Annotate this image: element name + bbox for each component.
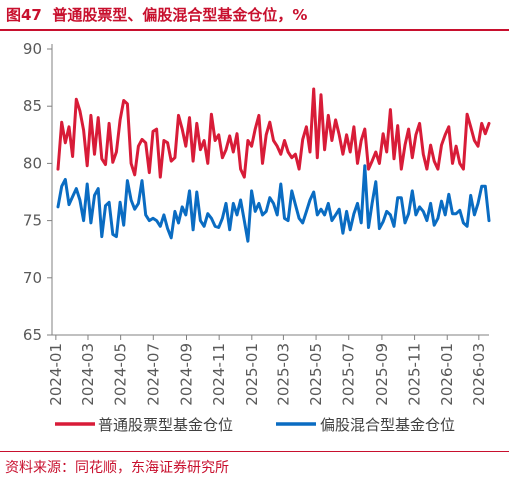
figure-title: 普通股票型、偏股混合型基金仓位，%	[52, 6, 308, 24]
chart-title: 图47 普通股票型、偏股混合型基金仓位，%	[6, 4, 307, 25]
figure-number: 图47	[6, 6, 42, 24]
series-line-stock-fund	[56, 87, 491, 179]
x-tick-label: 2024-09	[177, 343, 195, 406]
title-divider	[0, 29, 509, 31]
legend: 普通股票型基金仓位 偏股混合型基金仓位	[55, 416, 455, 434]
lines-group	[56, 87, 491, 243]
legend-label-series2: 偏股混合型基金仓位	[320, 416, 455, 434]
x-tick-label: 2025-11	[406, 343, 424, 406]
x-tick-label: 2026-01	[438, 343, 456, 406]
y-tick-label: 90	[23, 40, 42, 58]
x-tick-label: 2024-01	[47, 343, 65, 406]
legend-label-series1: 普通股票型基金仓位	[98, 416, 233, 434]
source-note: 资料来源：同花顺，东海证券研究所	[5, 460, 229, 476]
x-tick-label: 2026-03	[470, 343, 488, 406]
x-tick-label: 2024-05	[112, 343, 130, 406]
y-tick-label: 80	[23, 154, 42, 172]
x-tick-label: 2025-03	[274, 343, 292, 406]
axes-group: 65 70 75 80 85 90 2024-01 2024-03 2024-05 2024-07…	[23, 40, 489, 406]
x-tick-label: 2025-05	[307, 343, 325, 406]
y-tick-label: 85	[23, 97, 42, 115]
x-tick-label: 2025-01	[243, 343, 261, 406]
series-line-hybrid-fund	[56, 164, 491, 243]
y-tick-label: 70	[23, 269, 42, 287]
x-tick-label: 2024-07	[144, 343, 162, 406]
y-tick-label: 75	[23, 212, 42, 230]
y-tick-label: 65	[23, 326, 42, 344]
x-tick-label: 2024-03	[79, 343, 97, 406]
x-tick-label: 2025-07	[340, 343, 358, 406]
x-tick-label: 2024-11	[210, 343, 228, 406]
source-divider	[0, 451, 509, 452]
x-tick-label: 2025-09	[373, 343, 391, 406]
